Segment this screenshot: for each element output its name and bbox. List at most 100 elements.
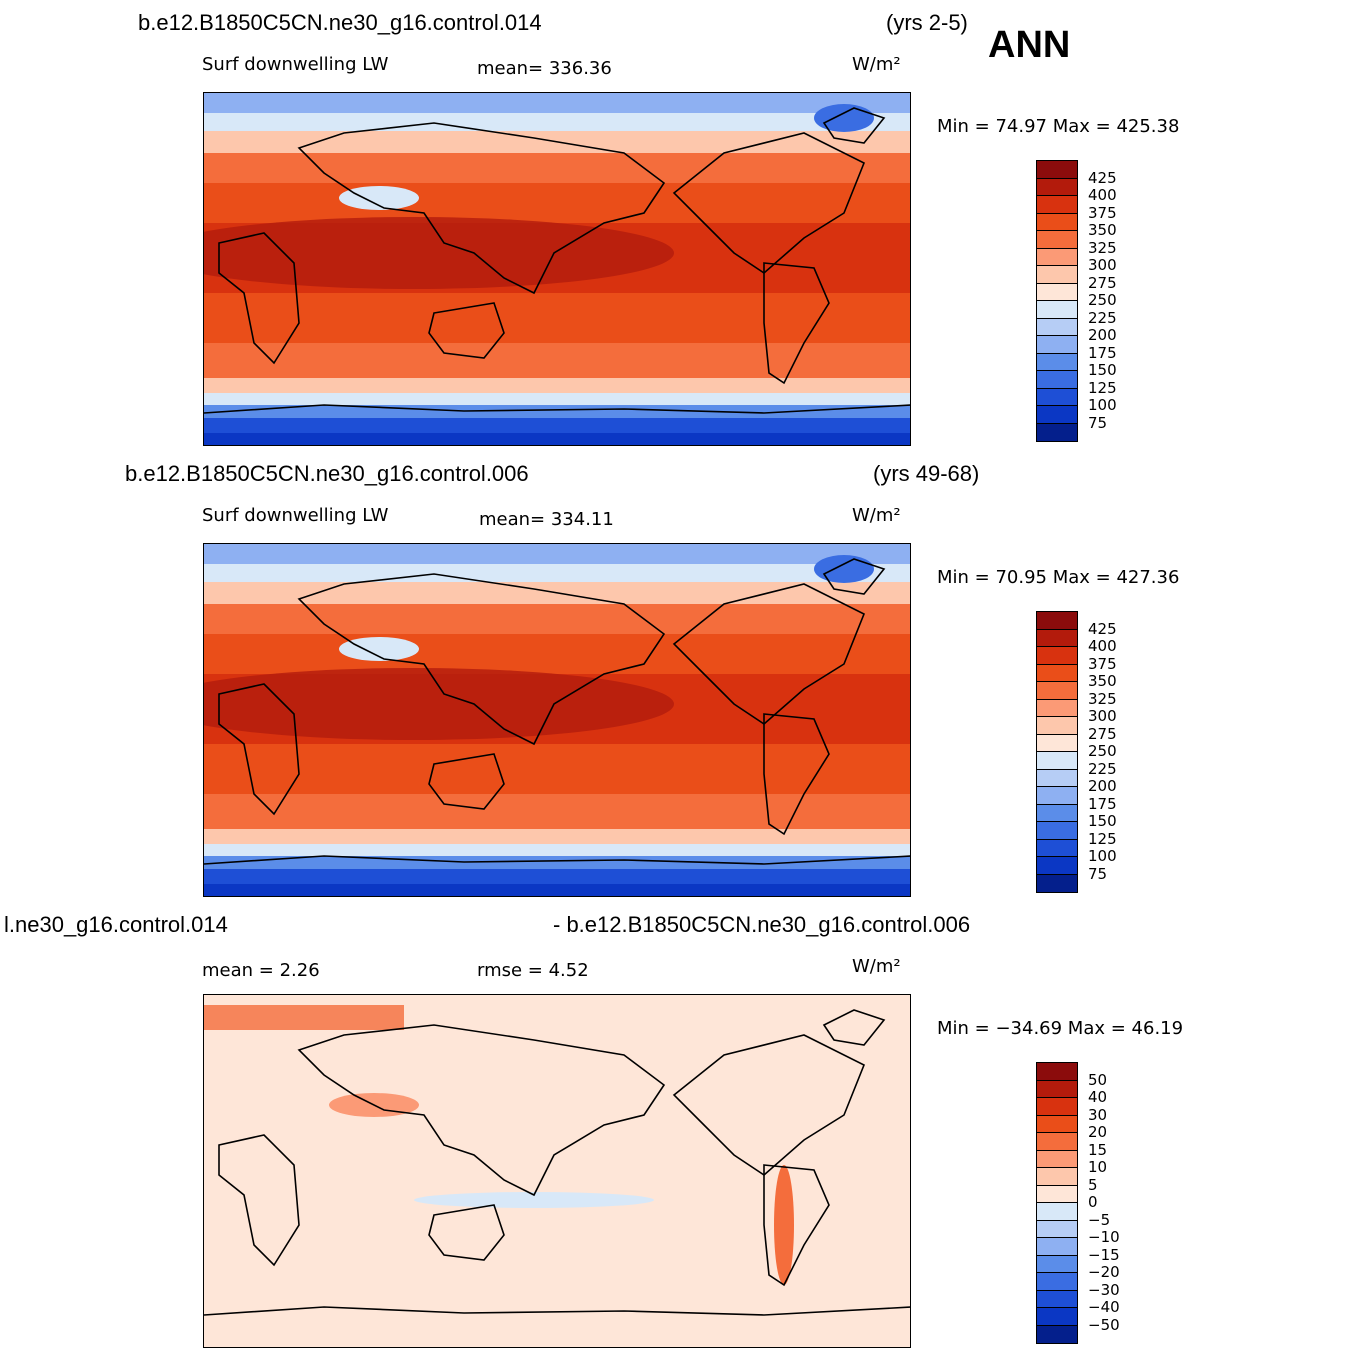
colorbar-tick-label: −5 xyxy=(1088,1210,1111,1229)
colorbar-tick-label: 175 xyxy=(1088,794,1117,813)
greenland-cold xyxy=(814,104,874,132)
coastline xyxy=(763,262,830,385)
colorbar-frame xyxy=(1036,1062,1078,1344)
colorbar-tick-label: −30 xyxy=(1088,1280,1120,1299)
colorbar-tick-label: 300 xyxy=(1088,707,1117,725)
colorbar-tick-label: 250 xyxy=(1088,291,1117,309)
coastline xyxy=(822,558,886,595)
colorbar-tick-label: 0 xyxy=(1088,1193,1098,1211)
map-band xyxy=(204,378,910,393)
warm-pool xyxy=(204,217,674,289)
map-field xyxy=(204,93,910,445)
season-label: ANN xyxy=(988,24,1071,66)
colorbar-tick-label: −20 xyxy=(1088,1263,1120,1281)
coastlines xyxy=(204,1009,910,1316)
panel3-left-title: l.ne30_g16.control.014 xyxy=(4,912,228,937)
colorbar-tick-label: −50 xyxy=(1088,1315,1120,1334)
map-band xyxy=(204,544,910,564)
colorbar-tick-label: 15 xyxy=(1088,1140,1108,1159)
tibet-cold xyxy=(339,637,419,661)
colorbar-tick-label: 375 xyxy=(1088,654,1117,673)
coastline xyxy=(218,232,300,365)
coastline xyxy=(672,583,866,726)
colorbar-tick-label: 325 xyxy=(1088,238,1117,257)
colorbar-tick-label: 325 xyxy=(1088,689,1117,708)
colorbar-tick-label: 200 xyxy=(1088,777,1117,795)
map-band xyxy=(204,433,910,445)
coastline xyxy=(822,107,886,144)
panel1-years: (yrs 2-5) xyxy=(886,10,968,35)
map-band xyxy=(204,1005,404,1030)
panel1-map xyxy=(203,92,911,446)
map-band xyxy=(204,153,910,183)
coastline xyxy=(204,1306,910,1316)
colorbar-tick-label: 150 xyxy=(1088,812,1117,830)
colorbar-tick-label: 125 xyxy=(1088,378,1117,397)
colorbar-tick-label: −10 xyxy=(1088,1228,1120,1246)
panel1-colorbar: 425 400 375 350 325 300 275 250 225 200 175 150 125 1… xyxy=(1036,160,1117,442)
map-band xyxy=(204,829,910,844)
tibet-cold xyxy=(339,186,419,210)
coastline xyxy=(218,683,300,816)
colorbar-tick-label: 100 xyxy=(1088,396,1117,414)
colorbar-tick-label: 250 xyxy=(1088,742,1117,760)
colorbar-tick-label: 275 xyxy=(1088,724,1117,743)
colorbar-tick-label: 125 xyxy=(1088,829,1117,848)
map-band xyxy=(204,634,910,674)
map-band xyxy=(204,564,910,582)
colorbar-tick-label: 150 xyxy=(1088,361,1117,379)
coastline xyxy=(822,1009,886,1046)
map-band xyxy=(204,844,910,856)
colorbar-tick-label: 225 xyxy=(1088,759,1117,778)
colorbar-tick-label: 400 xyxy=(1088,186,1117,204)
panel2-colorbar: 425 400 375 350 325 300 275 250 225 200 175 150 125 1… xyxy=(1036,611,1117,893)
panel2-mean: mean= 334.11 xyxy=(479,509,614,530)
coastline xyxy=(763,1164,830,1287)
coastline xyxy=(428,753,505,810)
panel1-mean: mean= 336.36 xyxy=(477,58,612,79)
panel3-colorbar: 50 40 30 20 15 10 5 0 −5 −10 −15 −20 −30 −40 −50 xyxy=(1036,1062,1120,1344)
panel3-units: W/m² xyxy=(852,956,901,977)
panel2-map-canvas xyxy=(204,544,910,896)
panel2-map xyxy=(203,543,911,897)
colorbar-tick-label: −15 xyxy=(1088,1245,1120,1264)
colorbar-tick-label: 40 xyxy=(1088,1088,1108,1106)
colorbar-tick-label: 10 xyxy=(1088,1158,1108,1176)
colorbar-tick-label: 300 xyxy=(1088,256,1117,274)
map-band xyxy=(204,405,910,418)
colorbar-tick-label: 350 xyxy=(1088,221,1117,239)
panel3-map xyxy=(203,994,911,1348)
warm-pool xyxy=(204,668,674,740)
colorbar-tick-label: 225 xyxy=(1088,308,1117,327)
colorbar-tick-label: 175 xyxy=(1088,343,1117,362)
map-band xyxy=(204,183,910,223)
map-band xyxy=(204,995,910,1347)
map-band xyxy=(204,113,910,131)
map-band xyxy=(204,343,910,378)
map-band xyxy=(204,869,910,884)
colorbar-tick-label: 400 xyxy=(1088,637,1117,655)
colorbar-tick-label: 75 xyxy=(1088,413,1108,432)
colorbar-frame xyxy=(1036,160,1078,442)
colorbar-frame xyxy=(1036,611,1078,893)
coastline xyxy=(763,713,830,836)
colorbar-tick-label: 350 xyxy=(1088,672,1117,690)
map-band xyxy=(204,93,910,113)
panel1-case-name: b.e12.B1850C5CN.ne30_g16.control.014 xyxy=(138,10,542,35)
panel1-map-canvas xyxy=(204,93,910,445)
colorbar-tick-label: 30 xyxy=(1088,1105,1108,1124)
coastline xyxy=(428,1204,505,1261)
panel2-minmax: Min = 70.95 Max = 427.36 xyxy=(937,567,1180,588)
coastlines xyxy=(204,558,910,865)
map-band xyxy=(204,794,910,829)
panel3-minmax: Min = −34.69 Max = 46.19 xyxy=(937,1018,1184,1039)
map-band xyxy=(204,884,910,896)
map-band xyxy=(204,604,910,634)
colorbar-tick-label: 375 xyxy=(1088,203,1117,222)
coastline xyxy=(672,132,866,275)
panel3-map-canvas xyxy=(204,995,910,1347)
colorbar-tick-label: 100 xyxy=(1088,847,1117,865)
coastline xyxy=(428,302,505,359)
andes-anomaly xyxy=(774,1165,794,1285)
coastline xyxy=(297,573,666,746)
